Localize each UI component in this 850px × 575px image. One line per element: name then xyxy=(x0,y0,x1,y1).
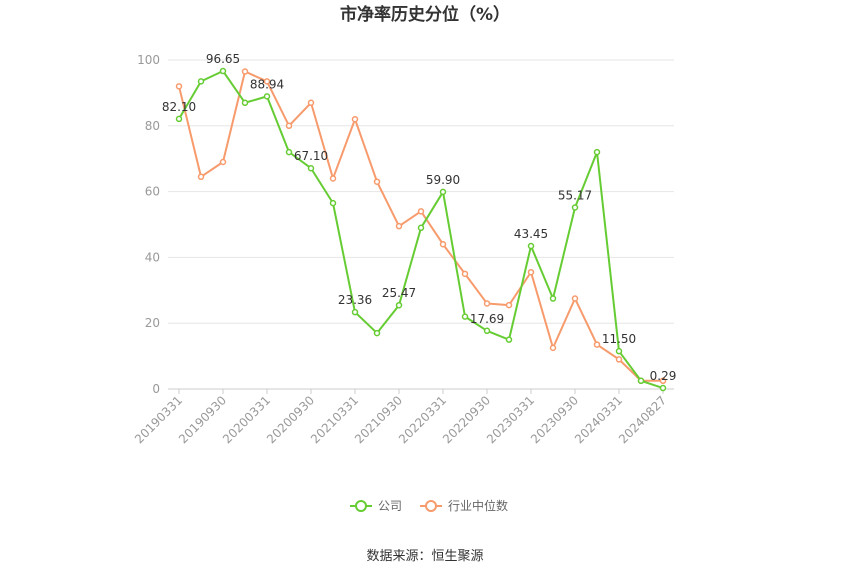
data-point[interactable] xyxy=(483,327,491,335)
data-point[interactable] xyxy=(241,99,249,107)
data-point[interactable] xyxy=(505,336,513,343)
data-point[interactable] xyxy=(549,344,557,352)
data-point[interactable] xyxy=(373,178,381,185)
y-axis: 0 20 40 60 80 100 xyxy=(137,53,160,396)
data-point[interactable] xyxy=(241,68,249,75)
data-point[interactable] xyxy=(307,164,315,172)
data-point[interactable] xyxy=(615,347,623,355)
data-point[interactable] xyxy=(549,295,557,302)
data-point[interactable] xyxy=(571,204,579,211)
data-point[interactable] xyxy=(615,356,623,363)
y-tick-label: 40 xyxy=(145,250,160,264)
y-tick-label: 80 xyxy=(145,119,160,133)
data-point[interactable] xyxy=(659,377,667,385)
data-point[interactable] xyxy=(197,78,205,85)
data-label: 67.10 xyxy=(294,149,328,163)
data-labels: 82.10 96.65 88.94 67.10 23.36 25.47 59.90 17.69… xyxy=(162,52,677,383)
y-tick-label: 0 xyxy=(152,382,160,396)
data-point[interactable] xyxy=(505,301,513,309)
data-point[interactable] xyxy=(175,115,183,123)
data-point[interactable] xyxy=(483,300,491,307)
data-point[interactable] xyxy=(461,270,469,278)
data-point[interactable] xyxy=(439,240,447,248)
data-point[interactable] xyxy=(417,224,425,232)
data-point[interactable] xyxy=(659,384,667,392)
data-label: 25.47 xyxy=(382,286,416,300)
data-label: 88.94 xyxy=(250,77,284,91)
data-label: 59.90 xyxy=(426,173,460,187)
data-label: 43.45 xyxy=(514,227,548,241)
data-label: 82.10 xyxy=(162,100,196,114)
grid-lines xyxy=(168,59,674,390)
data-point[interactable] xyxy=(571,295,579,302)
legend-label[interactable]: 行业中位数 xyxy=(448,498,508,513)
data-point[interactable] xyxy=(197,173,205,181)
data-point[interactable] xyxy=(285,122,293,130)
data-label: 55.17 xyxy=(558,188,592,202)
data-point[interactable] xyxy=(461,313,469,320)
data-label: 23.36 xyxy=(338,293,372,307)
series-group xyxy=(175,67,667,392)
y-tick-label: 60 xyxy=(145,185,160,199)
y-tick-label: 100 xyxy=(137,53,160,67)
data-point[interactable] xyxy=(329,199,337,207)
data-point[interactable] xyxy=(175,83,183,90)
legend-marker[interactable] xyxy=(355,500,367,512)
data-point[interactable] xyxy=(351,308,359,316)
data-point[interactable] xyxy=(263,78,271,85)
data-point[interactable] xyxy=(373,329,381,337)
data-point[interactable] xyxy=(395,222,403,230)
data-label: 0.29 xyxy=(650,369,677,383)
data-point[interactable] xyxy=(351,115,359,123)
data-point[interactable] xyxy=(527,242,535,250)
legend-label[interactable]: 公司 xyxy=(378,499,402,513)
data-point[interactable] xyxy=(395,301,403,309)
data-point[interactable] xyxy=(637,377,645,385)
data-point[interactable] xyxy=(285,148,293,156)
data-point[interactable] xyxy=(593,148,601,156)
data-point[interactable] xyxy=(593,341,601,348)
data-point[interactable] xyxy=(263,93,271,100)
data-point[interactable] xyxy=(307,99,315,107)
x-tick-label: 20240827 xyxy=(616,393,669,446)
data-label: 96.65 xyxy=(206,52,240,66)
data-point[interactable] xyxy=(329,175,337,182)
data-point[interactable] xyxy=(417,208,425,215)
data-label: 11.50 xyxy=(602,332,636,346)
source-note: 数据来源：恒生聚源 xyxy=(366,549,483,564)
chart-title: 市净率历史分位（%） xyxy=(340,4,510,25)
legend[interactable]: 公司 行业中位数 xyxy=(350,498,508,513)
data-label: 17.69 xyxy=(470,312,504,326)
y-tick-label: 20 xyxy=(145,316,160,330)
data-point[interactable] xyxy=(439,188,447,196)
data-point[interactable] xyxy=(219,67,227,75)
data-point[interactable] xyxy=(527,268,535,276)
data-point[interactable] xyxy=(219,158,227,166)
x-axis: 2019033120190930202003312020093020210331… xyxy=(132,389,669,446)
legend-marker[interactable] xyxy=(425,500,437,512)
